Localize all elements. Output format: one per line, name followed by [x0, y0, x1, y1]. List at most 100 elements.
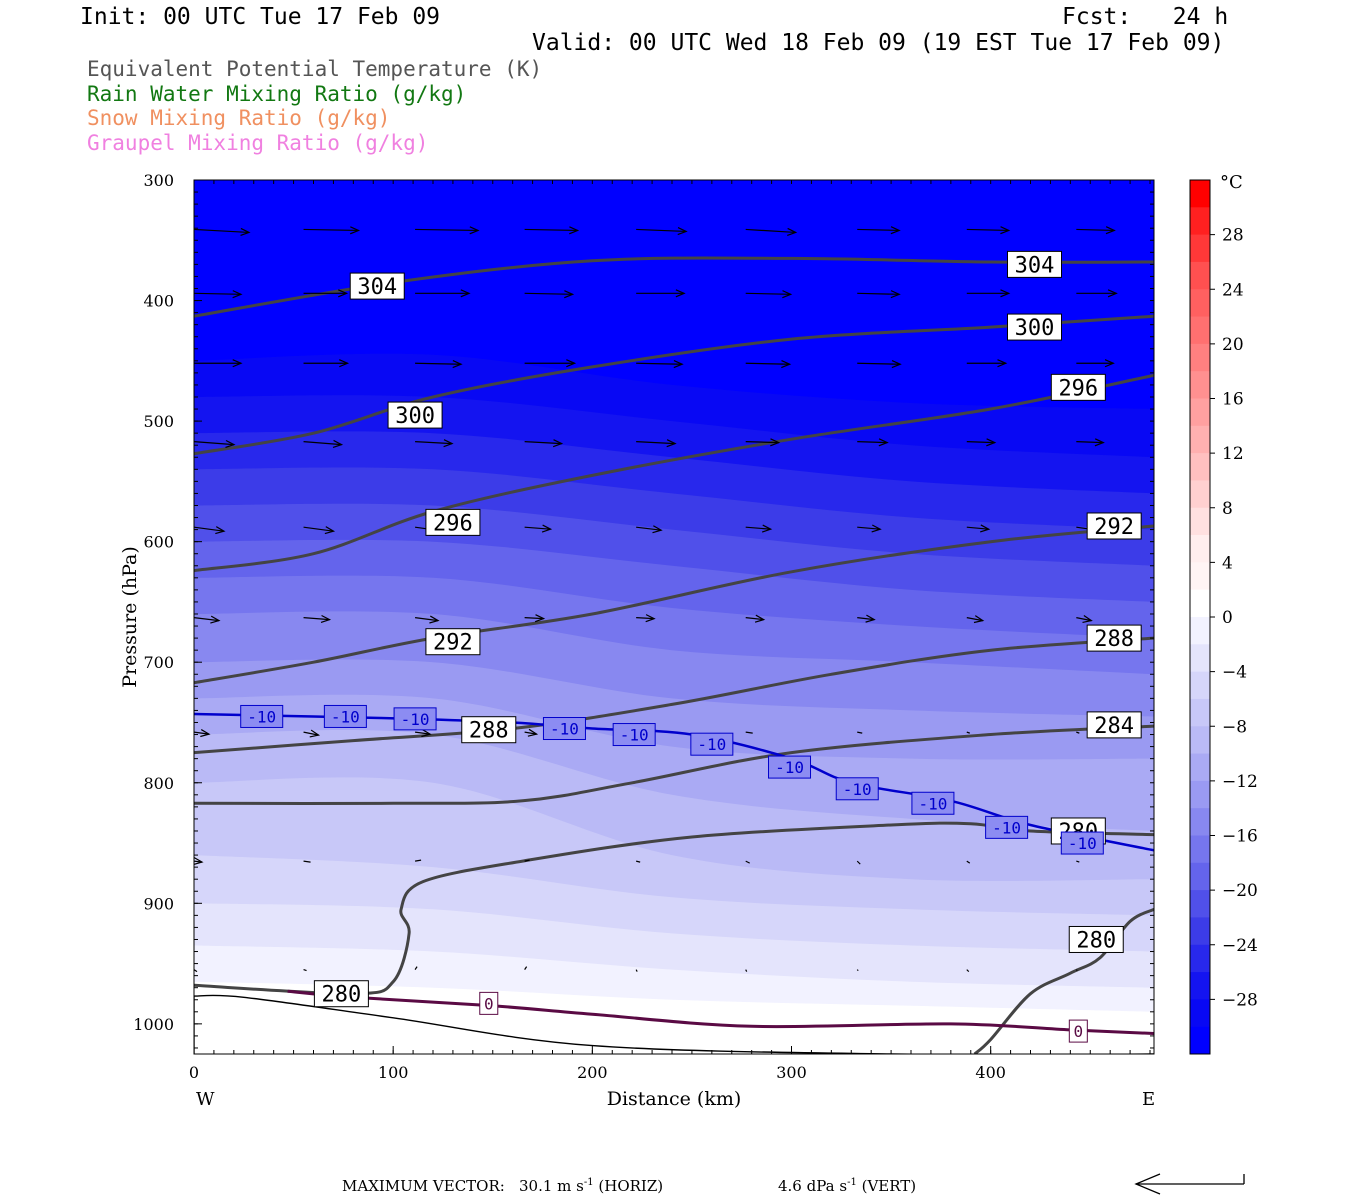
colorbar: 28 24 20 16 12 8 4 0 −4 −8 −12 −16 −20 −24 −28 °C: [1189, 172, 1258, 1055]
isotherm-label: -10: [331, 707, 360, 726]
colorbar-segment: [1190, 507, 1210, 536]
wind-vector-head: [1094, 438, 1105, 447]
colorbar-segment: [1190, 944, 1210, 973]
colorbar-segment: [1190, 644, 1210, 673]
isotherm-label: -10: [843, 780, 872, 799]
wind-vector: [857, 731, 863, 734]
wind-vector-head: [225, 439, 236, 449]
wind-vector-head: [240, 227, 251, 237]
wind-vector: [1076, 731, 1080, 734]
wind-vector-head: [891, 359, 902, 369]
isotherm-label-box: [911, 791, 955, 815]
contour-label-box: [349, 272, 405, 300]
wind-vector: [636, 440, 676, 445]
isotherm-label: -10: [992, 818, 1021, 837]
init-time: Init: 00 UTC Tue 17 Feb 09: [80, 4, 441, 30]
contour-label-box: [387, 401, 443, 429]
wind-vector-head: [1107, 289, 1118, 298]
wind-vector-head: [1082, 615, 1093, 624]
isotherm-label: -10: [1068, 834, 1097, 853]
colorbar-tick-label: −4: [1222, 663, 1247, 683]
colorbar-segment: [1190, 726, 1210, 755]
colorbar-tick-label: 12: [1222, 444, 1244, 464]
forecast-hour: Fcst: 24 h: [1062, 4, 1229, 30]
wind-vector-head: [443, 439, 454, 448]
wind-vector: [1076, 440, 1104, 444]
isotherm-label: -10: [918, 794, 947, 813]
wind-vector: [524, 617, 544, 620]
x-tick-label: 200: [577, 1063, 608, 1082]
wind-vector: [303, 526, 334, 532]
contour-label: 292: [433, 631, 473, 656]
wind-vector-head: [200, 729, 211, 738]
wind-vector: [745, 969, 748, 972]
wind-vector: [856, 860, 861, 865]
y-tick-label: 500: [143, 412, 174, 431]
colorbar-segment: [1190, 535, 1210, 563]
wind-vector-head: [973, 615, 985, 624]
colorbar-tick-label: 28: [1222, 226, 1244, 246]
wind-vector-head: [527, 728, 539, 737]
wind-vector: [966, 860, 971, 864]
x-axis-title: Distance (km): [607, 1088, 742, 1110]
wind-vector: [1153, 617, 1154, 619]
contour-label-box: [1050, 373, 1106, 401]
wind-vector: [415, 362, 462, 365]
contour-label-box: [1006, 313, 1062, 341]
wind-vector-head: [324, 526, 336, 535]
isotherm-label-box: [1068, 1019, 1088, 1043]
wind-vector: [415, 440, 453, 445]
wind-vector-head: [215, 526, 226, 535]
colorbar-segment: [1190, 425, 1210, 454]
wind-vector-head: [645, 614, 656, 623]
wind-vector: [1076, 860, 1080, 863]
wind-vector: [524, 526, 551, 530]
wind-vector: [636, 362, 683, 365]
wind-vector: [1153, 441, 1154, 443]
contour-label-box: [313, 980, 369, 1008]
wind-vector-head: [980, 524, 991, 533]
wind-vector-head: [349, 226, 361, 235]
colorbar-segment: [1190, 1026, 1210, 1055]
wind-vector-head: [781, 359, 792, 369]
contour-label-box: [1086, 624, 1142, 652]
max-vector-label: MAXIMUM VECTOR:: [342, 1177, 505, 1195]
isotherm-label: -10: [550, 720, 579, 739]
wind-vector: [194, 731, 210, 735]
isotherm-label-box: [479, 991, 499, 1015]
wind-vector-head: [871, 524, 882, 533]
wind-vector-head: [232, 290, 243, 299]
colorbar-tick-label: −20: [1222, 881, 1258, 901]
colorbar-tick-label: −16: [1222, 827, 1258, 847]
colorbar-tick-label: 16: [1222, 390, 1244, 410]
wind-vector: [303, 617, 330, 621]
x-tick-label: 0: [189, 1063, 199, 1082]
contour-label-box: [1068, 925, 1124, 953]
wind-vector-head: [566, 359, 577, 368]
wind-vector: [856, 969, 859, 972]
wind-vector-head: [652, 525, 663, 534]
wind-vector: [857, 440, 888, 444]
colorbar-segment: [1190, 835, 1210, 864]
wind-vector: [745, 292, 791, 295]
contour-label-box: [1086, 512, 1142, 540]
colorbar-segment: [1190, 808, 1210, 836]
isotherm-label-box: [612, 723, 656, 747]
theta-e-contour: [194, 636, 1154, 755]
terrain-surface: [194, 994, 1154, 1054]
wind-vector: [857, 617, 875, 621]
wind-vector: [635, 969, 638, 972]
wind-vector: [966, 617, 983, 622]
isotherm-label: -10: [401, 710, 430, 729]
wind-vector: [745, 362, 790, 365]
isotherm-label: 0: [484, 994, 494, 1013]
wind-vector-head: [332, 439, 344, 449]
wind-vector-head: [452, 360, 463, 369]
east-label: E: [1142, 1089, 1155, 1110]
contour-label-box: [461, 716, 517, 744]
wind-vector-head: [675, 289, 686, 298]
colorbar-segment: [1190, 343, 1210, 372]
wind-vector-head: [569, 226, 580, 235]
wind-vector: [1153, 527, 1154, 528]
wind-vector-head: [460, 289, 471, 298]
